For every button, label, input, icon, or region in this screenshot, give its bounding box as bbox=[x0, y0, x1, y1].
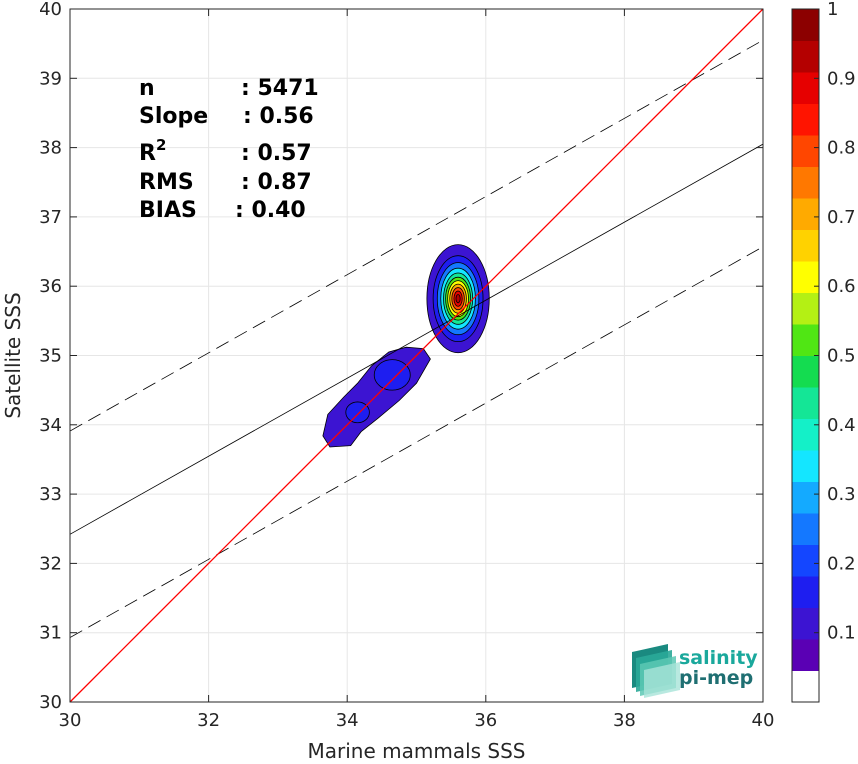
stat-value: : 5471 bbox=[241, 76, 319, 101]
stats-box: n : 5471 Slope : 0.56 R2 : 0.57 RMS : 0.87 BIAS:… bbox=[139, 76, 319, 223]
colorbar-segment bbox=[792, 576, 819, 608]
x-tick-label: 32 bbox=[197, 710, 220, 731]
y-tick-label: 39 bbox=[39, 68, 62, 89]
density-contour bbox=[373, 359, 411, 391]
density-contour bbox=[345, 401, 370, 424]
stat-value: : 0.87 bbox=[241, 170, 312, 195]
stat-label: n bbox=[139, 76, 155, 101]
colorbar-segment bbox=[792, 292, 819, 325]
y-tick-label: 31 bbox=[39, 623, 62, 644]
x-tick-label: 36 bbox=[474, 710, 497, 731]
colorbar-segment bbox=[792, 324, 819, 356]
stat-label: BIAS bbox=[139, 198, 197, 223]
colorbar-tick-label: 1 bbox=[827, 0, 838, 20]
stat-label: RMS bbox=[139, 170, 194, 195]
y-tick-label: 34 bbox=[39, 415, 62, 436]
colorbar-tick-label: 0.8 bbox=[827, 138, 856, 159]
colorbar-segment bbox=[792, 261, 819, 293]
colorbar-tick-label: 0.7 bbox=[827, 207, 856, 228]
y-tick-label: 33 bbox=[39, 484, 62, 505]
stat-value: : 0.40 bbox=[235, 198, 306, 223]
colorbar: 0.1 0.2 0.3 0.4 0.5 0.6 0.7 0.8 0.9 1 bbox=[791, 0, 856, 703]
x-tick-label: 30 bbox=[59, 710, 82, 731]
colorbar-segment bbox=[792, 418, 819, 451]
y-tick-label: 40 bbox=[39, 0, 62, 20]
stat-superscript: 2 bbox=[156, 136, 166, 154]
logo-line2: pi-mep bbox=[679, 667, 753, 689]
fit-line bbox=[69, 143, 764, 535]
colorbar-tick-label: 0.9 bbox=[827, 68, 856, 89]
logo-icon bbox=[632, 644, 680, 698]
density-contour bbox=[455, 294, 461, 304]
colorbar-segment bbox=[792, 135, 819, 167]
colorbar-segment bbox=[792, 639, 819, 671]
colorbar-segment bbox=[792, 607, 819, 640]
y-tick-label: 30 bbox=[39, 692, 62, 713]
plot-area: 30 32 34 36 38 40 30 31 32 33 34 35 36 37 38 39 40 Marine… bbox=[1, 0, 774, 763]
y-tick-label: 38 bbox=[39, 138, 62, 159]
y-axis-label: Satellite SSS bbox=[1, 292, 25, 418]
one-to-one-line bbox=[69, 8, 764, 703]
colorbar-segment bbox=[792, 198, 819, 230]
colorbar-segment bbox=[792, 544, 819, 577]
colorbar-segment bbox=[792, 40, 819, 73]
colorbar-tick-label: 0.4 bbox=[827, 415, 856, 436]
salinity-pi-mep-logo: salinity pi-mep bbox=[632, 644, 758, 698]
colorbar-segment bbox=[792, 72, 819, 104]
colorbar-segment bbox=[792, 481, 819, 514]
colorbar-tick-label: 0.5 bbox=[827, 346, 856, 367]
y-tick-label: 36 bbox=[39, 276, 62, 297]
colorbar-tick-label: 0.3 bbox=[827, 484, 856, 505]
stat-value: : 0.57 bbox=[241, 141, 312, 166]
stat-label: R2 bbox=[139, 136, 166, 166]
colorbar-segment bbox=[792, 166, 819, 199]
colorbar-segment bbox=[792, 229, 819, 262]
x-tick-label: 40 bbox=[752, 710, 775, 731]
stat-value: : 0.56 bbox=[243, 104, 314, 129]
stat-label: Slope bbox=[139, 104, 208, 129]
colorbar-tick-label: 0.1 bbox=[827, 623, 856, 644]
colorbar-tick-label: 0.6 bbox=[827, 276, 856, 297]
y-tick-label: 37 bbox=[39, 207, 62, 228]
colorbar-segment bbox=[792, 387, 819, 419]
colorbar-segment bbox=[792, 355, 819, 388]
logo-line1: salinity bbox=[679, 647, 758, 669]
colorbar-segment bbox=[792, 103, 819, 136]
x-tick-label: 34 bbox=[336, 710, 359, 731]
y-tick-label: 35 bbox=[39, 346, 62, 367]
colorbar-segment bbox=[792, 670, 819, 703]
x-axis-label: Marine mammals SSS bbox=[307, 739, 525, 763]
fit-band-lower-line bbox=[69, 246, 764, 638]
colorbar-segment bbox=[792, 9, 819, 41]
colorbar-segment bbox=[792, 513, 819, 545]
y-tick-label: 32 bbox=[39, 553, 62, 574]
colorbar-segment bbox=[792, 450, 819, 482]
colorbar-tick-label: 0.2 bbox=[827, 553, 856, 574]
fit-band-upper-line bbox=[69, 39, 764, 432]
x-tick-label: 38 bbox=[613, 710, 636, 731]
